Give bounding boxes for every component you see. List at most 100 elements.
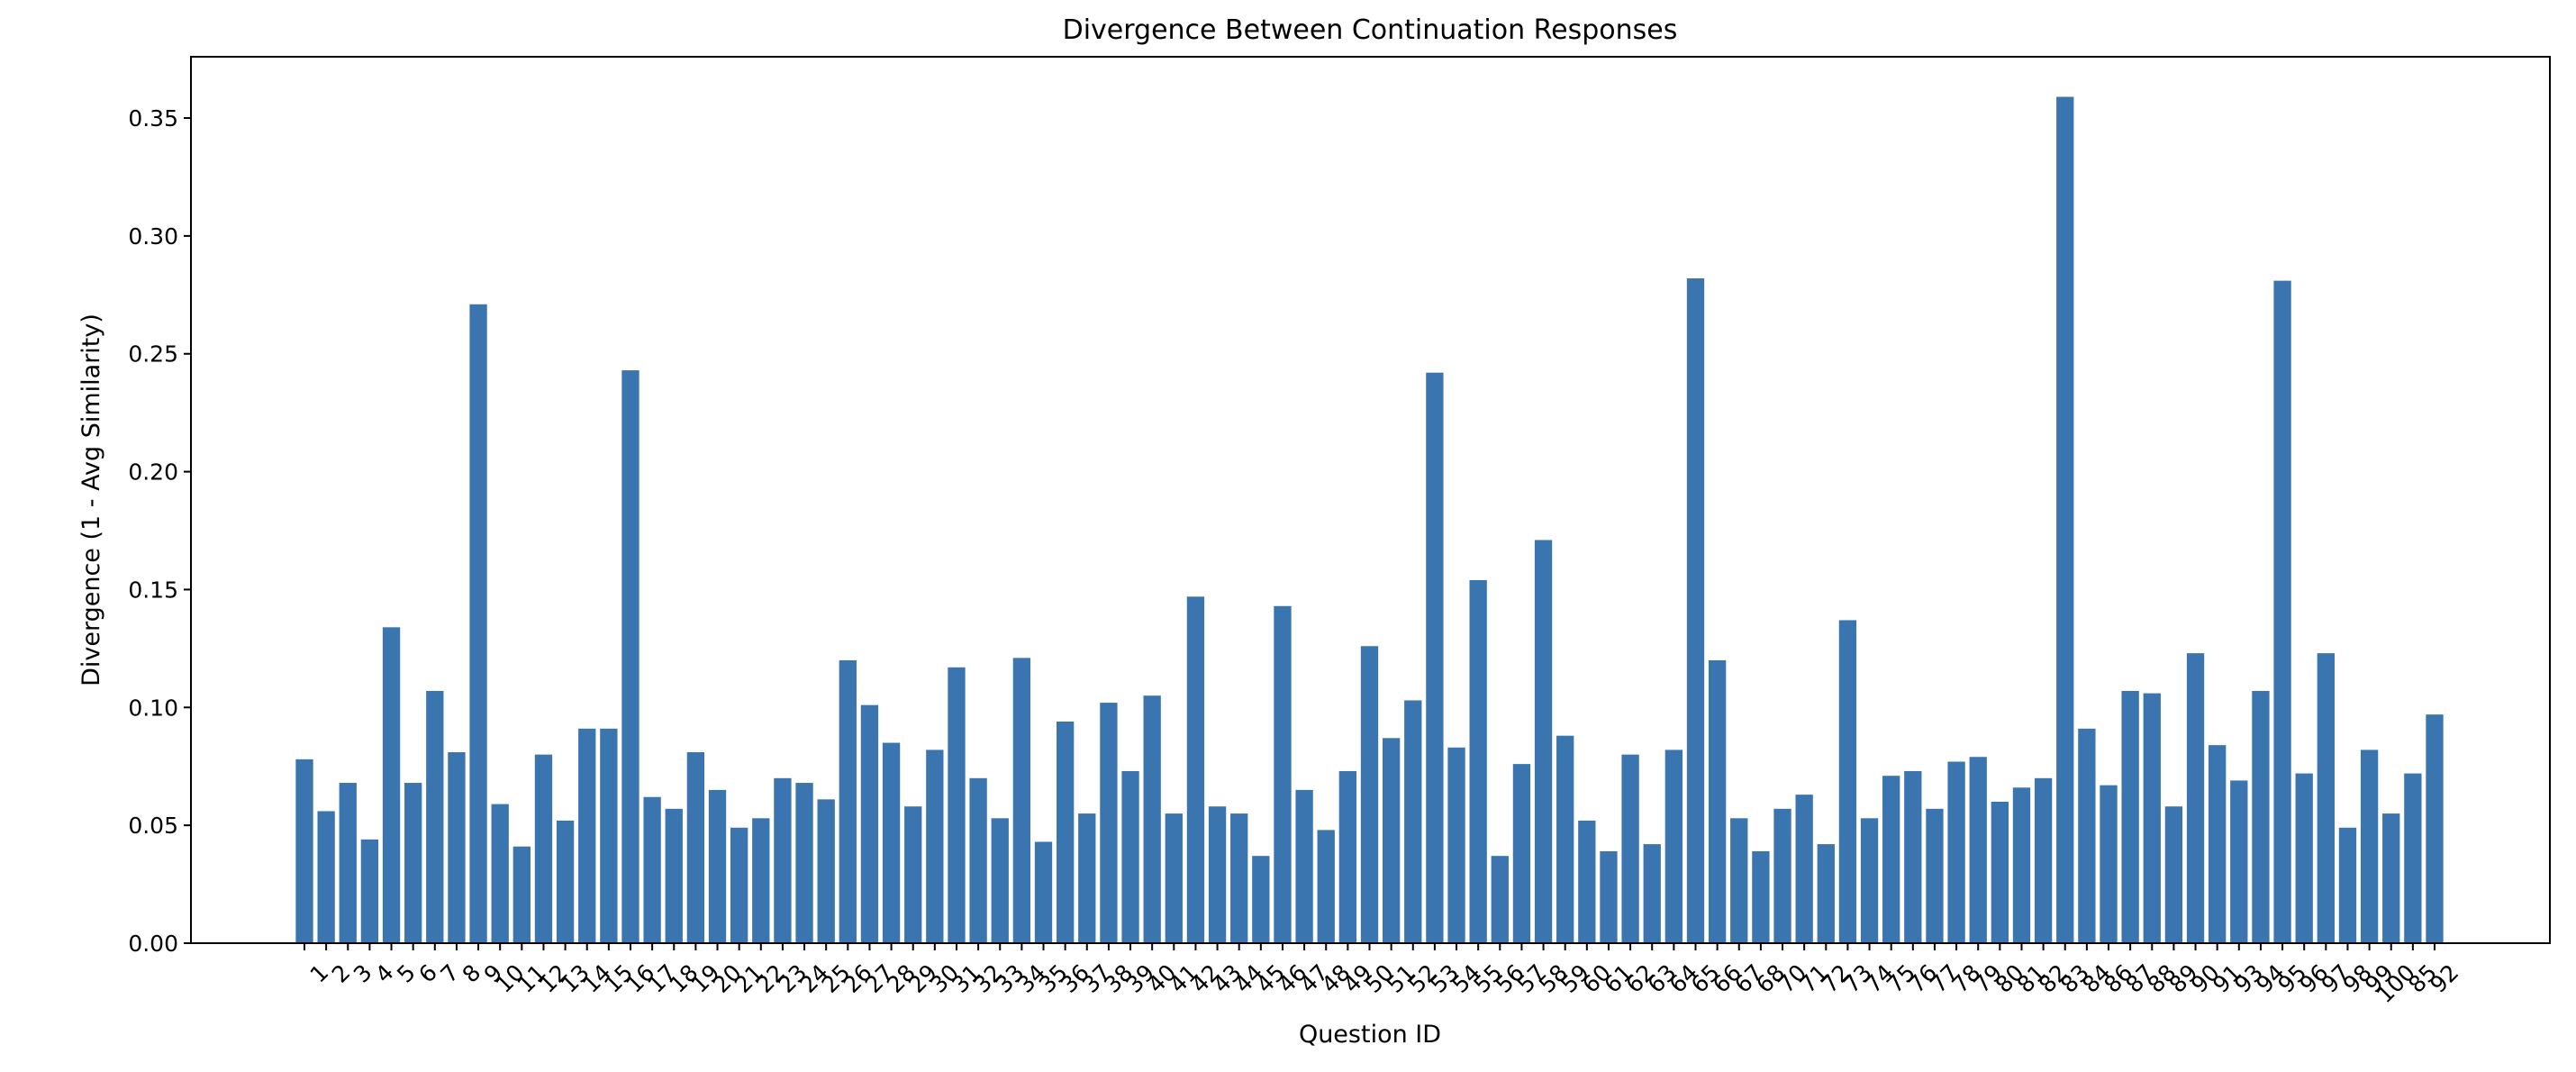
bar-82 — [2034, 777, 2053, 943]
bar-2 — [317, 811, 335, 943]
bar-87 — [2121, 690, 2139, 943]
bar-23 — [774, 777, 792, 943]
bar-55 — [1469, 579, 1487, 943]
bar-27 — [860, 704, 879, 943]
bar-66 — [1708, 659, 1727, 943]
bar-29 — [904, 806, 922, 943]
bar-6 — [404, 783, 422, 943]
bar-54 — [1447, 747, 1465, 943]
bar-93 — [2230, 780, 2248, 943]
y-tick-label: 0.05 — [128, 813, 178, 839]
bar-100 — [2382, 813, 2400, 943]
bar-92 — [2426, 714, 2444, 943]
bar-95 — [2273, 280, 2291, 943]
bar-52 — [1404, 700, 1422, 943]
bar-3 — [339, 783, 357, 943]
bar-12 — [534, 754, 553, 943]
bar-35 — [1034, 841, 1053, 943]
bar-5 — [382, 627, 401, 943]
y-tick-label: 0.15 — [128, 577, 178, 603]
bar-86 — [2100, 785, 2118, 943]
bar-88 — [2143, 693, 2161, 943]
bar-63 — [1643, 844, 1661, 943]
bar-24 — [795, 783, 813, 943]
bars-group — [295, 96, 2444, 944]
bar-22 — [752, 818, 770, 943]
x-axis: 1234567891011121314151617181920212223242… — [304, 943, 2463, 1008]
bar-94 — [2252, 690, 2270, 943]
x-tick-label: 8 — [458, 959, 486, 988]
bar-21 — [730, 827, 748, 943]
bar-64 — [1664, 749, 1683, 943]
bar-65 — [1686, 278, 1705, 943]
bar-76 — [1904, 770, 1922, 943]
bar-14 — [578, 728, 596, 943]
bar-75 — [1882, 776, 1900, 943]
bar-34 — [1012, 658, 1031, 943]
y-tick-label: 0.30 — [128, 223, 178, 250]
x-tick-label: 5 — [392, 959, 421, 988]
bar-30 — [926, 749, 944, 943]
bar-67 — [1730, 818, 1748, 943]
bar-40 — [1143, 695, 1161, 943]
bar-39 — [1121, 770, 1139, 943]
bar-58 — [1534, 540, 1553, 943]
bar-83 — [2056, 96, 2074, 944]
bar-84 — [2078, 728, 2096, 943]
bar-56 — [1491, 856, 1509, 943]
x-tick-label: 92 — [2425, 959, 2463, 998]
bar-98 — [2338, 827, 2357, 943]
x-tick-label: 6 — [413, 959, 442, 988]
x-tick-label: 4 — [370, 959, 399, 988]
bar-62 — [1621, 754, 1639, 943]
bar-25 — [817, 799, 835, 943]
bar-71 — [1795, 795, 1813, 943]
bar-45 — [1252, 856, 1270, 943]
bar-49 — [1338, 770, 1357, 943]
bar-15 — [600, 728, 618, 943]
bar-60 — [1578, 820, 1596, 943]
bar-38 — [1100, 703, 1118, 943]
bar-41 — [1165, 813, 1183, 943]
bar-4 — [360, 839, 379, 943]
bar-32 — [969, 777, 987, 943]
y-tick-label: 0.25 — [128, 341, 178, 368]
bar-70 — [1773, 808, 1791, 943]
bar-99 — [2360, 749, 2379, 943]
bar-85 — [2404, 773, 2422, 943]
x-tick-label: 7 — [435, 959, 464, 988]
x-tick-label: 1 — [305, 959, 334, 988]
bar-33 — [991, 818, 1009, 943]
bar-37 — [1078, 813, 1096, 943]
bar-68 — [1752, 850, 1770, 943]
bar-79 — [1969, 757, 1987, 943]
y-axis-label: Divergence (1 - Avg Similarity) — [77, 313, 105, 686]
bar-1 — [295, 759, 313, 943]
y-tick-label: 0.10 — [128, 695, 178, 721]
y-axis: 0.00 0.05 0.10 0.15 0.20 0.25 0.30 0.35 — [128, 105, 191, 957]
bar-91 — [2209, 745, 2227, 943]
bar-43 — [1208, 806, 1227, 943]
bar-46 — [1274, 605, 1292, 943]
bar-89 — [2164, 806, 2183, 943]
bar-13 — [556, 820, 575, 943]
bar-17 — [643, 796, 661, 943]
chart-title: Divergence Between Continuation Response… — [1063, 14, 1678, 46]
bar-81 — [2012, 787, 2031, 943]
bar-44 — [1230, 813, 1248, 943]
bar-26 — [839, 659, 857, 943]
x-axis-label: Question ID — [1299, 1021, 1441, 1049]
bar-20 — [708, 789, 727, 943]
bar-80 — [1991, 801, 2009, 943]
bar-42 — [1186, 596, 1205, 943]
bar-59 — [1556, 735, 1574, 943]
bar-47 — [1295, 789, 1313, 943]
bar-18 — [665, 808, 683, 943]
bar-7 — [426, 690, 444, 943]
bar-74 — [1860, 818, 1879, 943]
bar-51 — [1382, 738, 1401, 943]
y-tick-label: 0.20 — [128, 459, 178, 486]
bar-36 — [1056, 722, 1075, 943]
bar-8 — [448, 752, 466, 943]
